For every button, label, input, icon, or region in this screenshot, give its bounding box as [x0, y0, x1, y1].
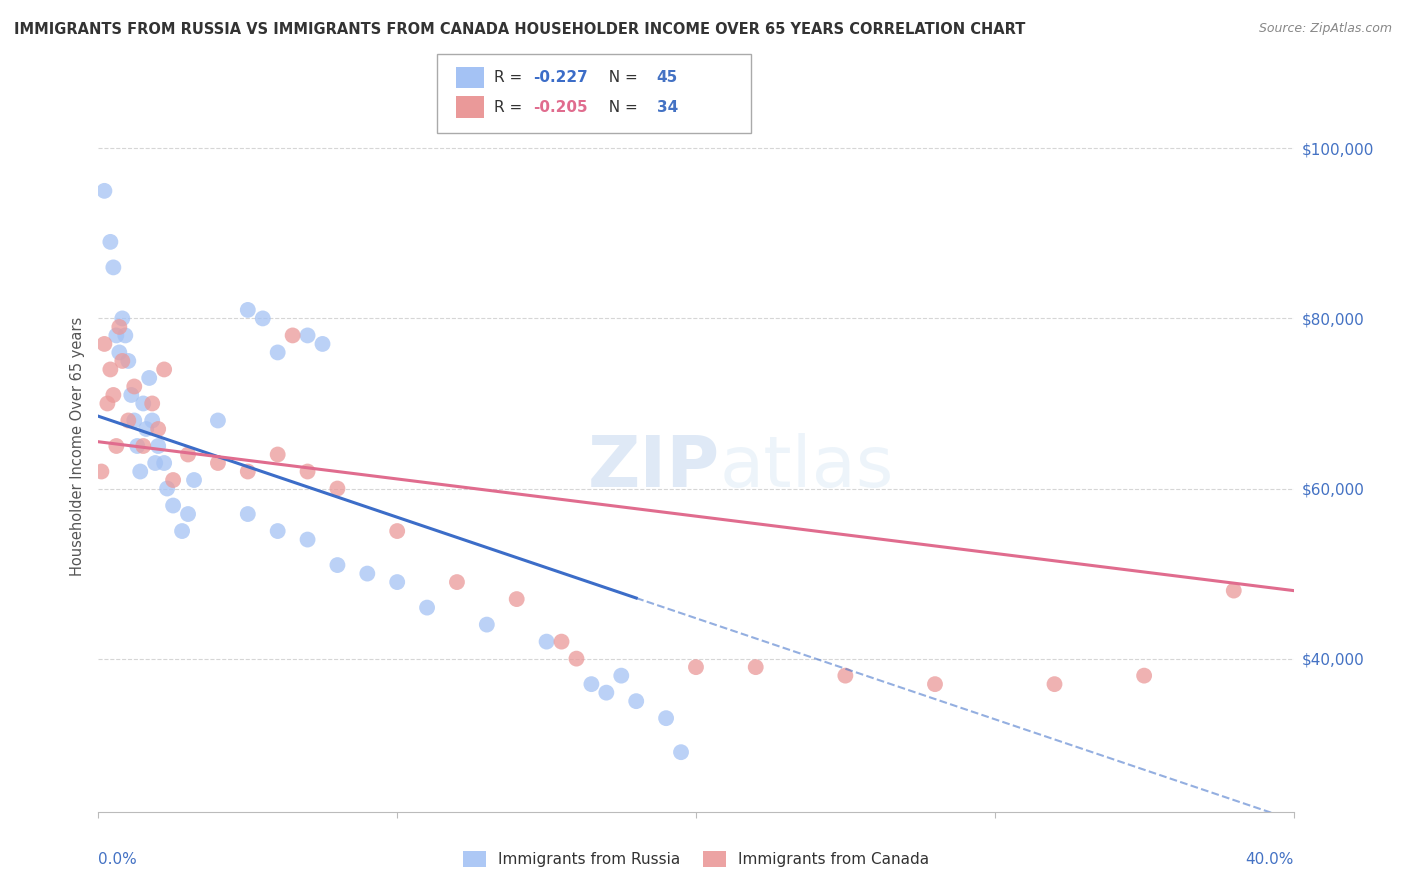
Point	[162, 499, 184, 513]
Point	[297, 328, 319, 343]
Point	[172, 524, 194, 538]
Point	[236, 507, 259, 521]
Point	[1043, 677, 1066, 691]
Point	[655, 711, 678, 725]
Text: 34: 34	[657, 100, 678, 114]
Point	[90, 465, 112, 479]
Point	[267, 448, 290, 462]
Text: 45: 45	[657, 70, 678, 85]
Point	[595, 686, 617, 700]
Point	[506, 592, 529, 607]
Point	[111, 354, 134, 368]
Point	[138, 371, 160, 385]
Point	[385, 524, 409, 538]
Point	[685, 660, 707, 674]
Point	[132, 439, 155, 453]
Point	[141, 413, 163, 427]
Point	[536, 634, 558, 648]
Point	[745, 660, 768, 674]
Point	[1223, 583, 1246, 598]
Point	[834, 668, 856, 682]
Point	[96, 396, 118, 410]
Text: ZIP: ZIP	[588, 434, 720, 502]
Point	[162, 473, 184, 487]
Point	[124, 413, 146, 427]
Point	[475, 617, 498, 632]
Point	[153, 362, 176, 376]
Point	[626, 694, 648, 708]
Text: R =: R =	[494, 100, 527, 114]
Point	[93, 184, 115, 198]
Text: IMMIGRANTS FROM RUSSIA VS IMMIGRANTS FROM CANADA HOUSEHOLDER INCOME OVER 65 YEAR: IMMIGRANTS FROM RUSSIA VS IMMIGRANTS FRO…	[14, 22, 1025, 37]
Point	[236, 302, 259, 317]
Text: R =: R =	[494, 70, 527, 85]
Point	[252, 311, 274, 326]
Point	[93, 337, 115, 351]
Point	[143, 456, 166, 470]
Point	[98, 362, 122, 376]
Point	[581, 677, 603, 691]
Point	[1133, 668, 1156, 682]
Point	[446, 575, 468, 590]
Point	[153, 456, 176, 470]
Point	[565, 651, 588, 665]
Text: -0.227: -0.227	[533, 70, 588, 85]
Point	[297, 465, 319, 479]
Point	[117, 413, 139, 427]
Point	[177, 507, 200, 521]
Text: N =: N =	[599, 100, 643, 114]
Point	[207, 456, 229, 470]
Text: Source: ZipAtlas.com: Source: ZipAtlas.com	[1258, 22, 1392, 36]
Point	[103, 260, 125, 275]
Point	[156, 482, 179, 496]
Point	[117, 354, 139, 368]
Point	[281, 328, 304, 343]
Point	[120, 388, 142, 402]
Point	[356, 566, 378, 581]
Text: -0.205: -0.205	[533, 100, 588, 114]
Point	[105, 439, 128, 453]
Point	[267, 345, 290, 359]
Point	[148, 439, 170, 453]
Point	[183, 473, 205, 487]
Point	[103, 388, 125, 402]
Point	[550, 634, 572, 648]
Point	[105, 328, 128, 343]
Point	[108, 320, 131, 334]
Point	[141, 396, 163, 410]
Point	[124, 379, 146, 393]
Point	[135, 422, 157, 436]
Point	[416, 600, 439, 615]
Point	[111, 311, 134, 326]
Point	[98, 235, 122, 249]
Point	[297, 533, 319, 547]
Point	[129, 465, 152, 479]
Point	[177, 448, 200, 462]
Point	[108, 345, 131, 359]
Point	[326, 558, 349, 572]
Y-axis label: Householder Income Over 65 years: Householder Income Over 65 years	[70, 317, 86, 575]
Point	[267, 524, 290, 538]
Point	[207, 413, 229, 427]
Point	[132, 396, 155, 410]
Point	[610, 668, 633, 682]
Point	[924, 677, 946, 691]
Point	[311, 337, 333, 351]
Point	[326, 482, 349, 496]
Text: 40.0%: 40.0%	[1246, 852, 1294, 867]
Point	[127, 439, 149, 453]
Legend: Immigrants from Russia, Immigrants from Canada: Immigrants from Russia, Immigrants from …	[457, 845, 935, 873]
Text: 0.0%: 0.0%	[98, 852, 138, 867]
Text: atlas: atlas	[720, 434, 894, 502]
Point	[114, 328, 136, 343]
Point	[669, 745, 692, 759]
Point	[236, 465, 259, 479]
Point	[148, 422, 170, 436]
Point	[385, 575, 409, 590]
Text: N =: N =	[599, 70, 643, 85]
